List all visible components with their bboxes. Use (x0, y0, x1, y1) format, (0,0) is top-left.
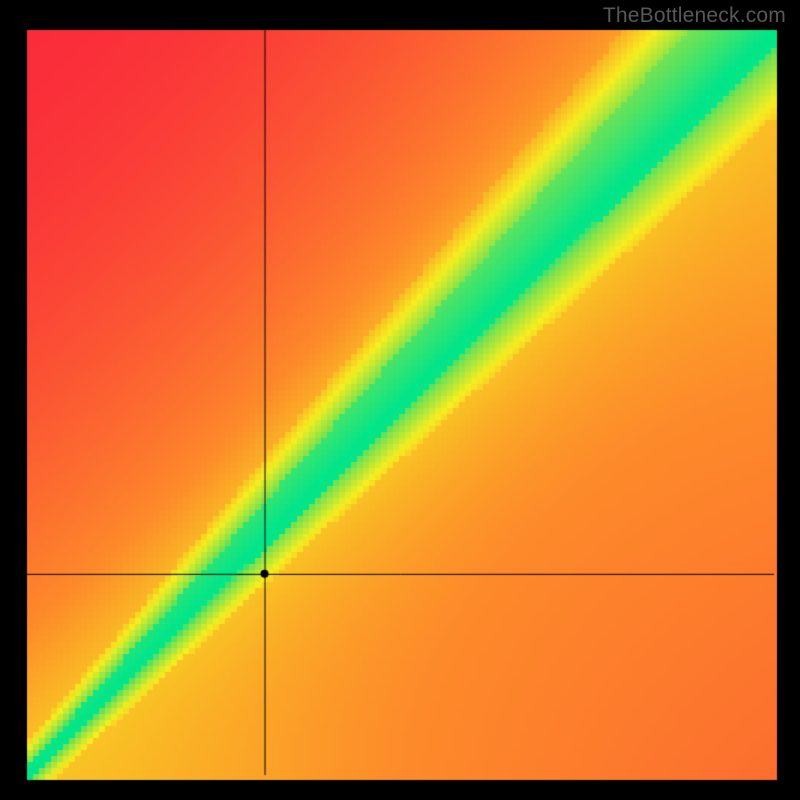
watermark-label: TheBottleneck.com (603, 4, 786, 28)
bottleneck-heatmap (0, 0, 800, 800)
